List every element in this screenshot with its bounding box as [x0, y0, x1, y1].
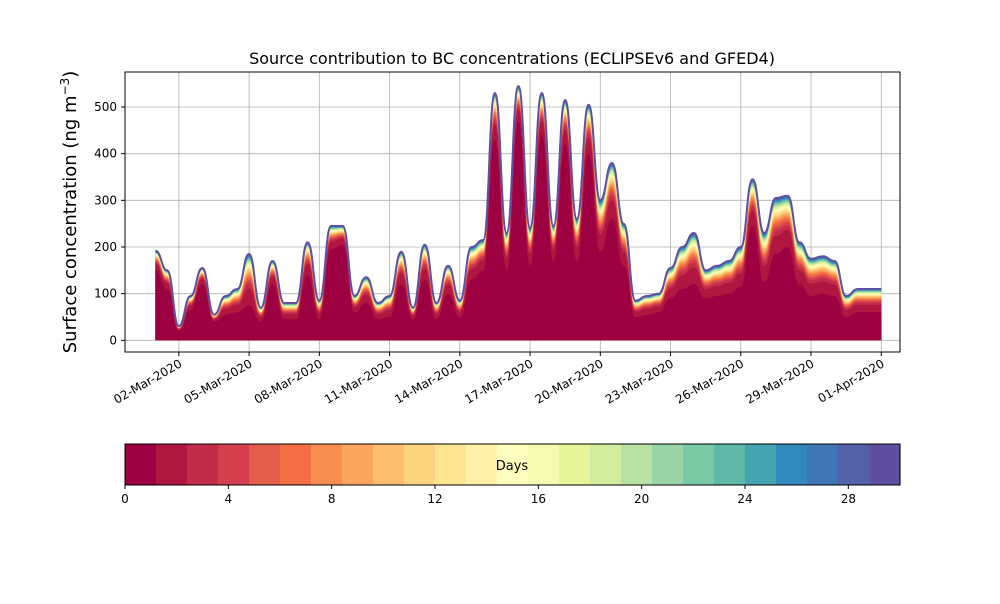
colorbar-tick-label: 28: [841, 492, 856, 506]
total-line: [155, 84, 882, 328]
colorbar: [124, 443, 901, 486]
colorbar-tick-label: 12: [427, 492, 442, 506]
colorbar-swatch: [714, 444, 746, 485]
colorbar-frame: [124, 443, 901, 486]
y-axis-label: Surface concentration (ng m−3): [58, 71, 81, 354]
colorbar-tick-label: 0: [121, 492, 129, 506]
colorbar-swatch: [373, 444, 405, 485]
colorbar-tick-label: 8: [328, 492, 336, 506]
x-tick-label: 05-Mar-2020: [181, 356, 254, 406]
colorbar-swatch: [342, 444, 374, 485]
colorbar-swatch: [497, 444, 529, 485]
y-tick-label: 0: [109, 333, 117, 347]
age-band-area: [155, 121, 882, 341]
y-tick-label: 500: [94, 100, 117, 114]
colorbar-tick-label: 4: [225, 492, 233, 506]
x-tick-label: 26-Mar-2020: [673, 356, 746, 406]
x-tick-label: 01-Apr-2020: [816, 356, 887, 405]
colorbar-swatch: [435, 444, 467, 485]
x-axis: 02-Mar-202005-Mar-202008-Mar-202011-Mar-…: [111, 352, 887, 407]
y-axis: 0 100 200 300 400 500: [94, 100, 125, 347]
x-tick-label: 29-Mar-2020: [743, 356, 816, 406]
x-tick-label: 02-Mar-2020: [111, 356, 184, 406]
x-tick-label: 23-Mar-2020: [603, 356, 676, 406]
x-tick-label: 20-Mar-2020: [533, 356, 606, 406]
colorbar-tick-label: 16: [531, 492, 546, 506]
y-axis-label-close: ): [60, 71, 81, 78]
y-tick-label: 300: [94, 193, 117, 207]
x-tick-label: 14-Mar-2020: [392, 356, 465, 406]
colorbar-swatch: [187, 444, 219, 485]
x-tick-label: 08-Mar-2020: [252, 356, 325, 406]
y-tick-label: 200: [94, 240, 117, 254]
colorbar-swatch: [156, 444, 188, 485]
colorbar-swatch: [218, 444, 250, 485]
y-tick-label: 400: [94, 147, 117, 161]
chart-title: Source contribution to BC concentrations…: [249, 49, 775, 68]
colorbar-swatch: [776, 444, 808, 485]
stacked-areas: [155, 84, 882, 341]
colorbar-swatch: [807, 444, 839, 485]
colorbar-swatch: [311, 444, 343, 485]
colorbar-tick-label: 20: [634, 492, 649, 506]
colorbar-swatch: [838, 444, 870, 485]
x-tick-label: 17-Mar-2020: [462, 356, 535, 406]
colorbar-swatch: [559, 444, 591, 485]
colorbar-swatch: [528, 444, 560, 485]
colorbar-swatch: [125, 444, 157, 485]
colorbar-swatch: [621, 444, 653, 485]
colorbar-swatch: [466, 444, 498, 485]
colorbar-axis: 0 4 8 12 16 20 24 28: [121, 485, 856, 506]
colorbar-swatch: [280, 444, 312, 485]
y-axis-label-superscript: −3: [58, 78, 72, 96]
colorbar-swatch: [590, 444, 622, 485]
colorbar-label: Days: [496, 459, 529, 474]
colorbar-swatch: [404, 444, 436, 485]
y-tick-label: 100: [94, 287, 117, 301]
x-tick-label: 11-Mar-2020: [322, 356, 395, 406]
colorbar-swatch: [652, 444, 684, 485]
colorbar-swatch: [745, 444, 777, 485]
plot-frame: [124, 71, 901, 353]
colorbar-tick-label: 24: [737, 492, 752, 506]
colorbar-swatch: [683, 444, 715, 485]
colorbar-swatch: [869, 444, 901, 485]
colorbar-swatch: [249, 444, 281, 485]
